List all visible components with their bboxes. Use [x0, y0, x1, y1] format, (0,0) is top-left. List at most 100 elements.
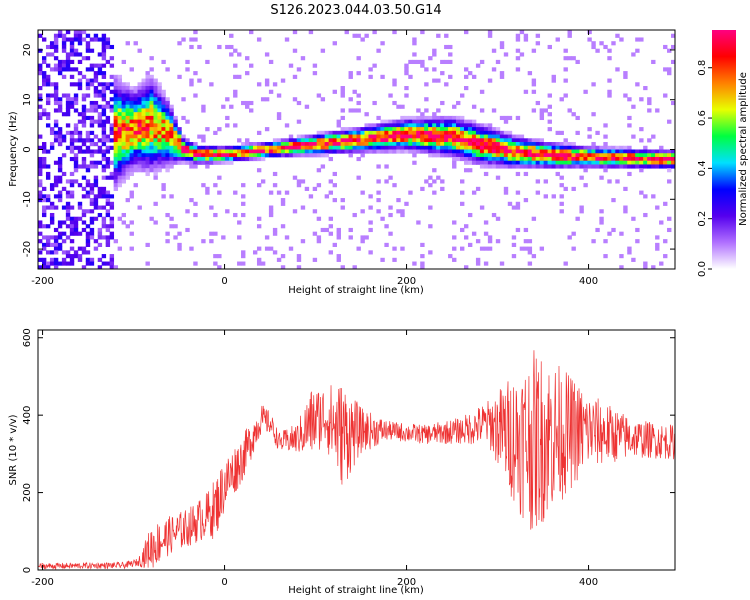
spectrogram-cell	[241, 156, 246, 162]
spectrogram-cell	[376, 164, 381, 169]
spectrogram-cell	[507, 142, 513, 147]
spectrogram-cell	[420, 149, 425, 154]
spectrogram-cell	[543, 194, 548, 199]
spectrogram-cell	[595, 48, 600, 53]
spectrogram-cell	[233, 190, 238, 195]
spectrogram-cell	[607, 231, 612, 236]
spectrogram-cell	[113, 164, 119, 169]
spectrogram-cell	[169, 127, 174, 132]
spectrogram-cell	[364, 149, 369, 154]
spectrogram-cell	[129, 100, 134, 106]
spectrogram-cell	[404, 127, 409, 132]
spectrogram-cell	[113, 265, 119, 269]
spectrogram-cell	[81, 265, 87, 269]
spectrogram-cell	[523, 160, 529, 165]
spectrogram-cell	[428, 134, 433, 139]
spectrogram-cell	[45, 44, 51, 50]
spectrogram-cell	[639, 37, 644, 42]
spectrogram-cell	[503, 145, 509, 150]
spectrogram-cell	[483, 142, 489, 147]
spectrogram-cell	[65, 194, 71, 199]
spectrogram-cell	[400, 138, 405, 143]
spectrogram-cell	[45, 123, 51, 128]
spectrogram-cell	[344, 127, 349, 132]
spectrogram-cell	[129, 149, 134, 154]
spectrogram-cell	[65, 30, 71, 35]
spectrogram-cell	[101, 175, 107, 180]
spectrogram-cell	[563, 67, 568, 72]
spectrogram-cell	[547, 164, 552, 169]
spectrogram-cell	[336, 138, 341, 143]
spectrogram-cell	[479, 89, 485, 94]
spectrogram-cell	[77, 86, 83, 91]
spectrogram-cell	[591, 44, 596, 50]
spectrogram-cell	[571, 149, 576, 154]
spectrogram-cell	[384, 164, 389, 169]
spectrogram-cell	[396, 145, 401, 150]
spectrogram-cell	[229, 153, 234, 158]
spectrogram-cell	[121, 164, 126, 169]
spectrogram-cell	[635, 164, 640, 169]
spectrogram-cell	[643, 156, 648, 162]
spectrogram-cell	[503, 115, 509, 121]
spectrogram-cell	[65, 67, 71, 72]
spectrogram-cell	[344, 30, 349, 35]
snr-ytick-label: 0	[22, 567, 33, 573]
spectrogram-cell	[65, 56, 71, 61]
spectrogram-cell	[547, 44, 552, 50]
spectrogram-cell	[97, 37, 103, 42]
spectrogram-cell	[181, 153, 186, 158]
spectrogram-cell	[149, 89, 154, 94]
spectrogram-cell	[177, 74, 182, 79]
spectrogram-cell	[157, 119, 162, 124]
spectrogram-cell	[213, 160, 218, 165]
spectrogram-cell	[511, 142, 517, 147]
spectrogram-cell	[671, 164, 675, 169]
spectrogram-cell	[591, 239, 596, 244]
spectrogram-cell	[177, 246, 182, 251]
spectrogram-cell	[491, 130, 497, 135]
spectrogram-cell	[89, 104, 95, 109]
spectrogram-cell	[137, 93, 142, 98]
spectrogram-cell	[619, 160, 624, 165]
spectrogram-cell	[479, 59, 485, 65]
spectrogram-cell	[157, 86, 162, 91]
spectrogram-cell	[284, 153, 290, 158]
spectrogram-cell	[436, 145, 441, 150]
spectrogram-cell	[137, 164, 142, 169]
spectrogram-cell	[81, 186, 87, 191]
spectrogram-cell	[404, 134, 409, 139]
spectrogram-cell	[149, 160, 154, 165]
spectrogram-cell	[384, 138, 389, 143]
spectrogram-cell	[129, 145, 134, 150]
spectrogram-cell	[603, 239, 608, 244]
spectrogram-cell	[189, 160, 194, 165]
spectrogram-cell	[336, 119, 341, 124]
spectrogram-cell	[117, 89, 123, 94]
spectrogram-cell	[340, 134, 345, 139]
spectrogram-cell	[49, 93, 55, 98]
spectrogram-cell	[280, 78, 286, 83]
spectrogram-cell	[153, 134, 158, 139]
spectrogram-cell	[551, 160, 556, 165]
spectrogram-cell	[635, 160, 640, 165]
spectrogram-cell	[388, 149, 393, 154]
spectrogram-cell	[69, 194, 75, 199]
spectrogram-cell	[185, 209, 190, 214]
spectrogram-cell	[467, 168, 473, 173]
spectrogram-cell	[404, 123, 409, 128]
spectrogram-cell	[360, 149, 365, 154]
spectrogram-cell	[161, 156, 166, 162]
spectrogram-cell	[97, 63, 103, 68]
spectrogram-cell	[575, 115, 580, 121]
spectrogram-cell	[663, 201, 668, 206]
spectrogram-cell	[209, 156, 214, 162]
spectrogram-cell	[61, 153, 67, 158]
spectrogram-cell	[511, 156, 517, 162]
spectrogram-cell	[125, 104, 130, 109]
spectrogram-cell	[316, 138, 322, 143]
spectrogram-cell	[177, 231, 182, 236]
spectrogram-cell	[567, 30, 572, 35]
spectrogram-cell	[316, 235, 322, 240]
